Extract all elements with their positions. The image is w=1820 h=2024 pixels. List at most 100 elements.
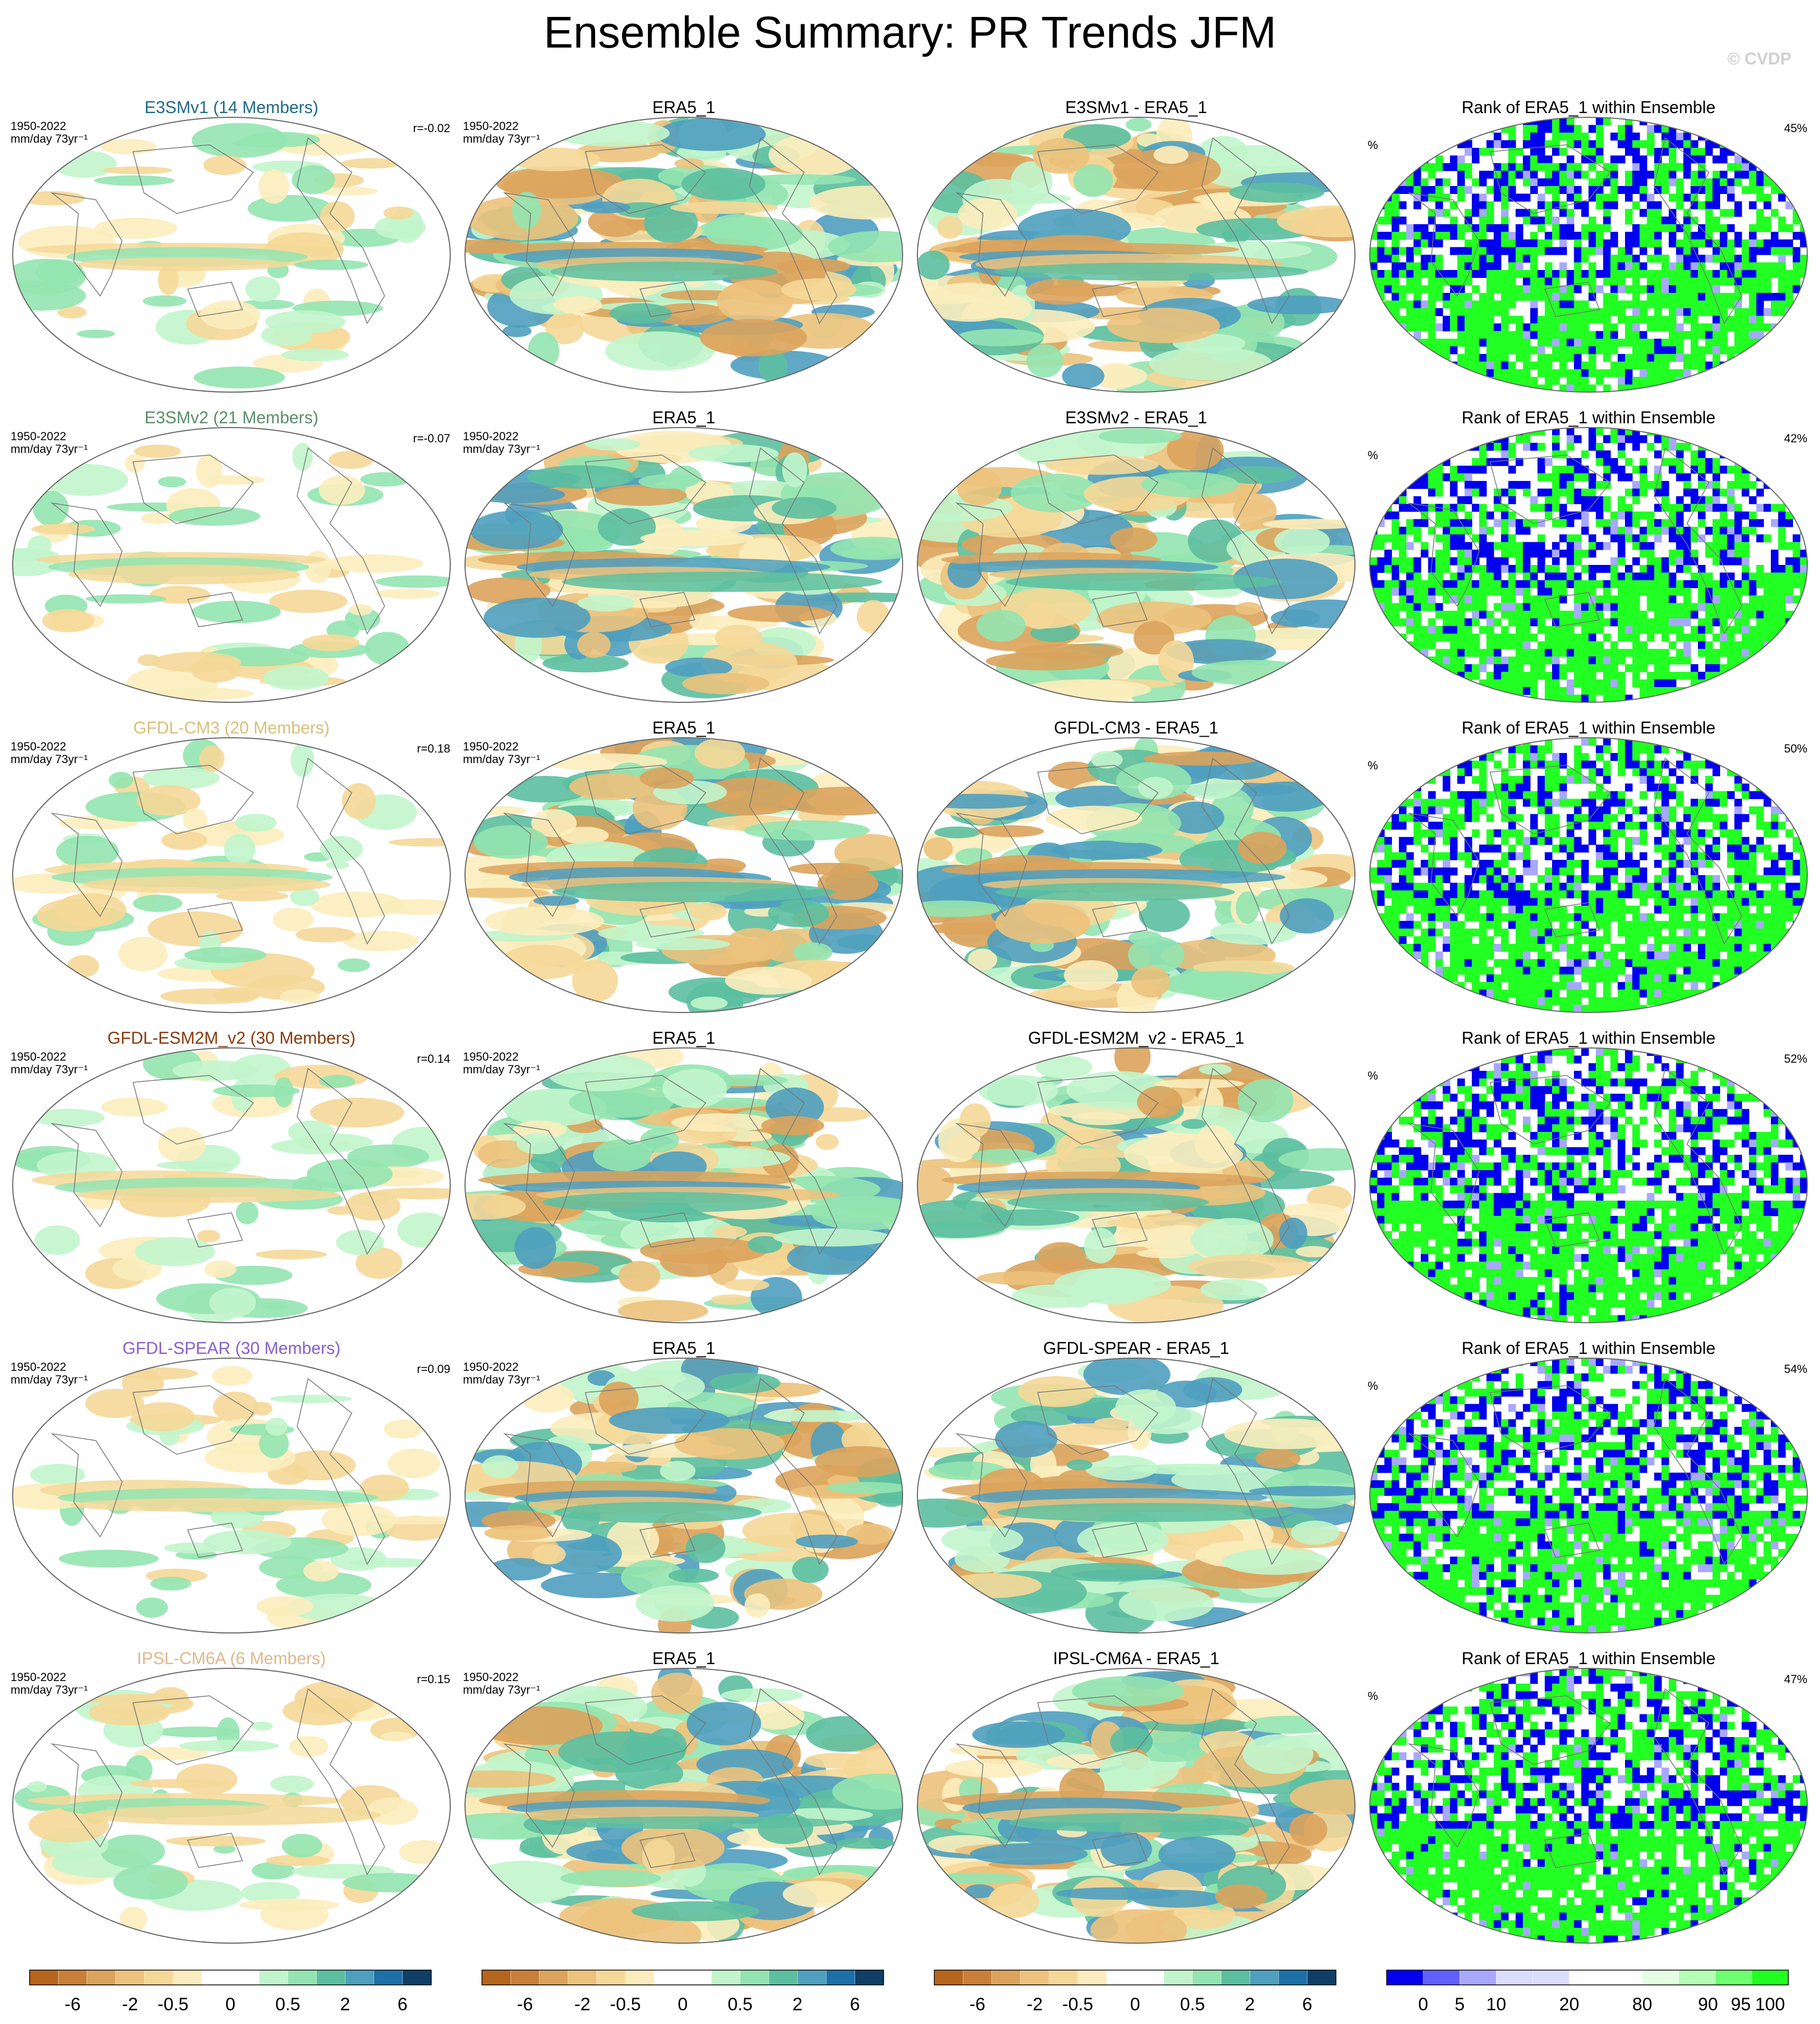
colorbar-tick-label: 0 (1418, 1994, 1428, 2014)
period-label: 1950-2022 (11, 1050, 66, 1063)
period-label: 1950-2022 (463, 430, 518, 443)
panel-r5-c3: GFDL-SPEAR - ERA5_1 (917, 1339, 1355, 1633)
colorbar-swatch (682, 1970, 712, 1985)
map-field (1370, 738, 1807, 1013)
rank-percent: 52% (1784, 1052, 1807, 1065)
model-title: GFDL-ESM2M_v2 (30 Members) (107, 1028, 355, 1047)
obs-title: ERA5_1 (652, 98, 715, 117)
map-field (13, 1668, 450, 1943)
panel-r4-c3: GFDL-ESM2M_v2 - ERA5_1 (917, 1028, 1355, 1323)
colorbar-swatch (173, 1970, 202, 1985)
colorbar-swatch (855, 1970, 884, 1985)
map-field (465, 738, 903, 1013)
units-label: mm/day 73yr⁻¹ (11, 1373, 88, 1386)
panel-r3-c4: Rank of ERA5_1 within Ensemble 50%% (1368, 718, 1808, 1013)
period-label: 1950-2022 (11, 1360, 66, 1373)
colorbar-swatch (1459, 1970, 1497, 1985)
map-field (917, 1358, 1355, 1633)
rank-title: Rank of ERA5_1 within Ensemble (1462, 718, 1715, 737)
colorbar-tick-label: 2 (1245, 1994, 1255, 2014)
rank-title: Rank of ERA5_1 within Ensemble (1462, 1028, 1715, 1047)
colorbar-swatch (568, 1970, 597, 1985)
colorbar-tick-label: -6 (64, 1994, 80, 2014)
map-field (1370, 117, 1807, 392)
colorbar-tick-label: 0 (678, 1994, 688, 2014)
map-field (13, 1048, 450, 1323)
correlation-label: r=-0.02 (413, 122, 450, 135)
model-title: E3SMv1 (14 Members) (145, 98, 319, 117)
colorbar-swatch (115, 1970, 145, 1985)
obs-title: ERA5_1 (652, 408, 715, 427)
correlation-label: r=0.14 (417, 1052, 450, 1065)
colorbar-swatch (1164, 1970, 1193, 1985)
rank-units-label: % (1368, 1379, 1378, 1392)
units-label: mm/day 73yr⁻¹ (463, 753, 540, 766)
map-outline (917, 117, 1355, 393)
panel-r2-c3: E3SMv2 - ERA5_1 (917, 408, 1355, 703)
map-field (917, 117, 1355, 392)
colorbar-swatch (1106, 1970, 1136, 1985)
colorbar-swatch (481, 1970, 512, 1985)
colorbar-tick-label: 5 (1455, 1994, 1465, 2014)
colorbar-tick-label: 0 (226, 1994, 236, 2014)
rank-units-label: % (1368, 449, 1378, 462)
period-label: 1950-2022 (11, 740, 66, 753)
rank-percent: 45% (1784, 122, 1807, 135)
colorbar-swatch (1307, 1970, 1336, 1985)
colorbar-swatch (1249, 1970, 1279, 1985)
map-outline (465, 1047, 903, 1323)
colorbar-tick-label: 20 (1559, 1994, 1580, 2014)
obs-title: ERA5_1 (652, 1339, 715, 1358)
map-field (917, 428, 1355, 702)
units-label: mm/day 73yr⁻¹ (11, 1063, 88, 1076)
units-label: mm/day 73yr⁻¹ (11, 442, 88, 456)
map-field (1370, 1668, 1807, 1943)
panel-r1-c4: Rank of ERA5_1 within Ensemble 45%% (1368, 98, 1808, 393)
map-field (465, 117, 903, 392)
colorbar-swatch (1678, 1970, 1716, 1985)
panel-r6-c3: IPSL-CM6A - ERA5_1 (917, 1649, 1355, 1944)
colorbar-tick-label: -0.5 (610, 1994, 641, 2014)
colorbar-swatch (740, 1970, 769, 1985)
panel-r2-c4: Rank of ERA5_1 within Ensemble 42%% (1368, 408, 1808, 703)
map-outline (1369, 427, 1808, 703)
map-outline (1369, 1668, 1808, 1944)
map-field (1370, 428, 1807, 702)
map-outline (1369, 1358, 1808, 1633)
map-outline (465, 117, 903, 393)
colorbar-tick-label: -2 (1027, 1994, 1043, 2014)
map-outline (917, 1668, 1355, 1944)
colorbar-swatch (402, 1970, 432, 1985)
map-outline (1369, 737, 1808, 1013)
units-label: mm/day 73yr⁻¹ (463, 1063, 540, 1076)
colorbar-swatch (1533, 1970, 1570, 1985)
colorbar-swatch (201, 1970, 231, 1985)
colorbars: -6 -2 -0.5 0 0.5 2 6 -6 -2 -0.5 0 0.5 2 6 -6 -2 -0.5 0 0.5… (29, 1970, 1789, 2014)
colorbar-diff: -6 -2 -0.5 0 0.5 2 6 (934, 1970, 1336, 2014)
colorbar-swatch (230, 1970, 260, 1985)
map-outline (917, 427, 1355, 703)
colorbar-swatch (1278, 1970, 1308, 1985)
colorbar-swatch (1192, 1970, 1222, 1985)
colorbar-tick-label: -0.5 (1062, 1994, 1093, 2014)
period-label: 1950-2022 (11, 119, 66, 133)
colorbar-swatch (29, 1970, 59, 1985)
colorbar-swatch (1423, 1970, 1460, 1985)
rank-title: Rank of ERA5_1 within Ensemble (1462, 408, 1715, 427)
map-field (465, 428, 903, 702)
colorbar-swatch (144, 1970, 174, 1985)
colorbar-swatch (797, 1970, 827, 1985)
colorbar-swatch (1386, 1970, 1424, 1985)
obs-title: ERA5_1 (652, 1649, 715, 1668)
colorbar-swatch (991, 1970, 1021, 1985)
map-outline (12, 117, 451, 393)
units-label: mm/day 73yr⁻¹ (11, 753, 88, 766)
colorbar-tick-label: 0.5 (1180, 1994, 1205, 2014)
units-label: mm/day 73yr⁻¹ (463, 132, 540, 145)
